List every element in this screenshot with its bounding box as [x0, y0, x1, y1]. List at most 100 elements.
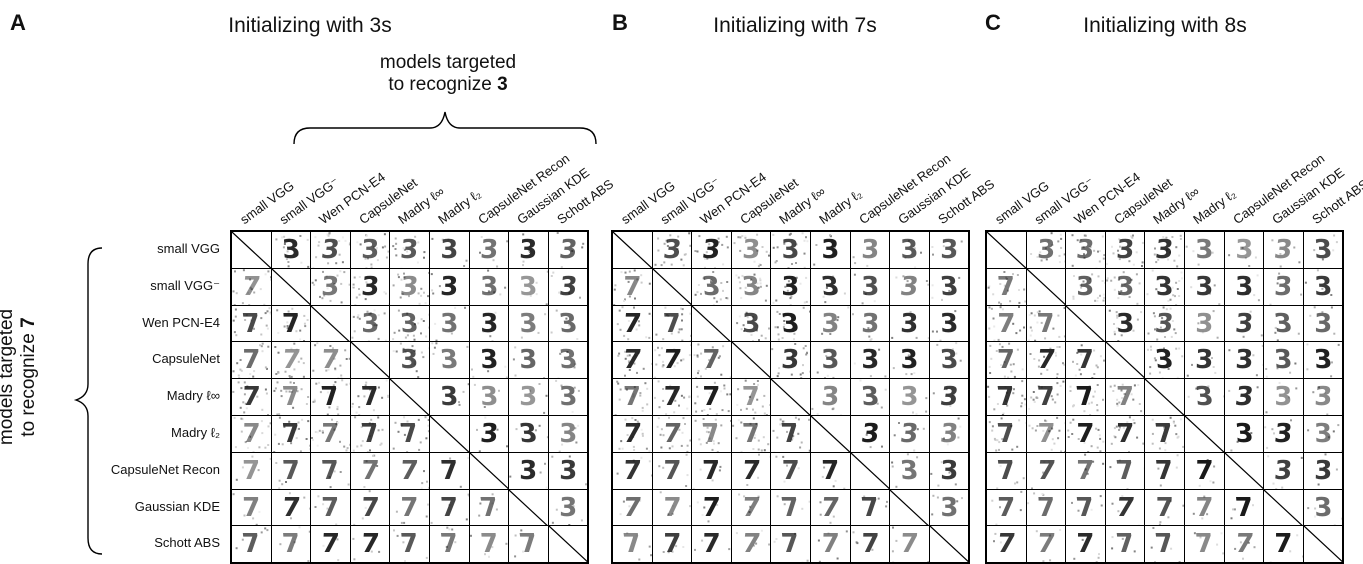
- image-cell: 7: [1145, 452, 1185, 490]
- image-cell: 7: [1145, 526, 1185, 564]
- digit-glyph: 3: [1234, 271, 1254, 302]
- image-cell: 7: [350, 489, 391, 527]
- image-cell: 7: [232, 342, 272, 380]
- image-cell: 3: [509, 268, 549, 306]
- image-cell: 3: [929, 379, 970, 416]
- image-cell: 7: [509, 526, 549, 564]
- digit-glyph: 3: [780, 235, 801, 265]
- digit-glyph: 7: [360, 455, 380, 486]
- digit-glyph: 3: [360, 235, 380, 265]
- digit-glyph: 3: [780, 345, 801, 376]
- digit-glyph: 3: [558, 419, 578, 449]
- image-cell: 3: [390, 232, 430, 269]
- image-cell: 3: [1224, 268, 1265, 306]
- digit-glyph: 3: [478, 235, 499, 265]
- diagonal-cell: [731, 342, 772, 380]
- image-cell: 7: [987, 379, 1027, 416]
- digit-glyph: 7: [622, 455, 643, 486]
- image-cell: 3: [548, 452, 589, 490]
- image-cell: 7: [311, 489, 351, 527]
- digit-glyph: 3: [939, 308, 960, 339]
- digit-glyph: 7: [321, 492, 340, 523]
- image-cell: 3: [1105, 305, 1146, 343]
- image-cell: 7: [1066, 342, 1106, 380]
- digit-glyph: 3: [1115, 271, 1135, 302]
- image-cell: 3: [390, 342, 430, 380]
- digit-glyph: 7: [859, 492, 881, 523]
- image-cell: 3: [1185, 342, 1225, 380]
- digit-glyph: 7: [359, 419, 382, 449]
- digit-glyph: 3: [1153, 308, 1176, 339]
- digit-glyph: 7: [438, 529, 460, 560]
- image-cell: 3: [692, 268, 732, 306]
- image-cell: 3: [350, 305, 391, 343]
- image-cell: 7: [390, 416, 430, 453]
- digit-glyph: 7: [1233, 492, 1255, 523]
- image-cell: 3: [1026, 232, 1067, 269]
- image-cell: 3: [509, 416, 549, 453]
- digit-glyph: 3: [557, 308, 580, 339]
- image-cell: 7: [1026, 379, 1067, 416]
- digit-glyph: 3: [899, 235, 920, 265]
- digit-glyph: 3: [440, 235, 459, 265]
- diagonal-cell: [1185, 416, 1225, 453]
- image-cell: 7: [1224, 526, 1265, 564]
- image-cell: 3: [850, 379, 891, 416]
- image-cell: 7: [652, 305, 693, 343]
- digit-glyph: 3: [1313, 271, 1333, 302]
- digit-glyph: 3: [1312, 235, 1334, 265]
- image-cell: 3: [390, 268, 430, 306]
- row-label: CapsuleNet: [152, 351, 220, 367]
- image-cell: 7: [771, 452, 811, 490]
- diagonal-cell: [1066, 305, 1106, 343]
- digit-glyph: 3: [899, 455, 920, 486]
- image-cell: 7: [987, 268, 1027, 306]
- image-cell: 7: [1066, 416, 1106, 453]
- row-label: Wen PCN-E4: [142, 314, 220, 330]
- panel-b-title: Initializing with 7s: [713, 14, 877, 37]
- digit-glyph: 3: [1274, 382, 1293, 413]
- image-cell: 7: [1066, 489, 1106, 527]
- digit-glyph: 7: [779, 419, 802, 449]
- digit-glyph: 3: [439, 308, 459, 339]
- image-cell: 7: [771, 489, 811, 527]
- diagonal-cell: [548, 526, 589, 564]
- digit-glyph: 3: [360, 271, 381, 302]
- image-cell: 3: [929, 489, 970, 527]
- image-cell: 7: [987, 452, 1027, 490]
- image-cell: 7: [1026, 342, 1067, 380]
- top-annotation-line1: models targeted: [379, 52, 517, 73]
- row-label: small VGG: [157, 241, 220, 256]
- image-cell: 7: [613, 342, 653, 380]
- diagonal-cell: [430, 416, 470, 453]
- digit-glyph: 7: [662, 529, 682, 560]
- image-cell: 7: [1066, 379, 1106, 416]
- digit-glyph: 7: [1075, 345, 1096, 376]
- image-cell: 7: [430, 489, 470, 527]
- digit-glyph: 7: [241, 419, 261, 449]
- image-cell: 3: [548, 305, 589, 343]
- diagonal-cell: [232, 232, 272, 269]
- digit-glyph: 7: [740, 419, 762, 449]
- image-cell: 3: [850, 416, 891, 453]
- image-cell: 3: [350, 268, 391, 306]
- digit-glyph: 3: [937, 382, 961, 413]
- digit-glyph: 3: [899, 345, 920, 376]
- image-cell: 3: [469, 232, 510, 269]
- digit-glyph: 3: [939, 455, 959, 486]
- image-cell: 3: [430, 305, 470, 343]
- image-cell: 7: [692, 342, 732, 380]
- digit-glyph: 7: [1113, 492, 1137, 523]
- digit-glyph: 7: [1114, 455, 1137, 486]
- digit-glyph: 3: [519, 455, 538, 486]
- image-cell: 3: [509, 232, 549, 269]
- image-cell: 7: [987, 416, 1027, 453]
- diagonal-cell: [1145, 379, 1185, 416]
- digit-glyph: 7: [359, 382, 381, 413]
- digit-glyph: 3: [478, 345, 500, 376]
- image-cell: 3: [811, 342, 851, 380]
- digit-glyph: 7: [700, 419, 723, 449]
- image-cell: 3: [1264, 452, 1304, 490]
- digit-glyph: 3: [661, 235, 683, 265]
- digit-glyph: 3: [819, 271, 842, 302]
